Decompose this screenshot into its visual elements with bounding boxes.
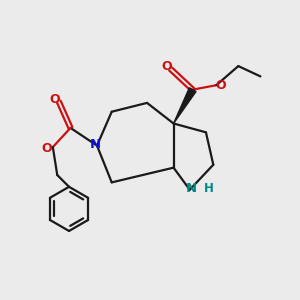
Text: N: N [186,182,197,195]
Text: O: O [41,142,52,155]
Text: H: H [204,182,214,195]
Text: O: O [49,93,60,106]
Text: N: N [90,138,101,151]
Text: O: O [215,79,226,92]
Polygon shape [174,88,196,124]
Text: O: O [161,60,172,73]
